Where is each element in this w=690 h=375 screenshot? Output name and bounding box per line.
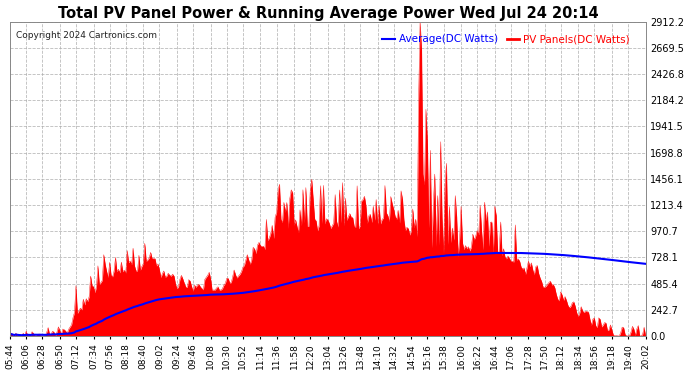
Title: Total PV Panel Power & Running Average Power Wed Jul 24 20:14: Total PV Panel Power & Running Average P…	[57, 6, 598, 21]
Legend: Average(DC Watts), PV Panels(DC Watts): Average(DC Watts), PV Panels(DC Watts)	[378, 30, 634, 48]
Text: Copyright 2024 Cartronics.com: Copyright 2024 Cartronics.com	[17, 31, 157, 40]
